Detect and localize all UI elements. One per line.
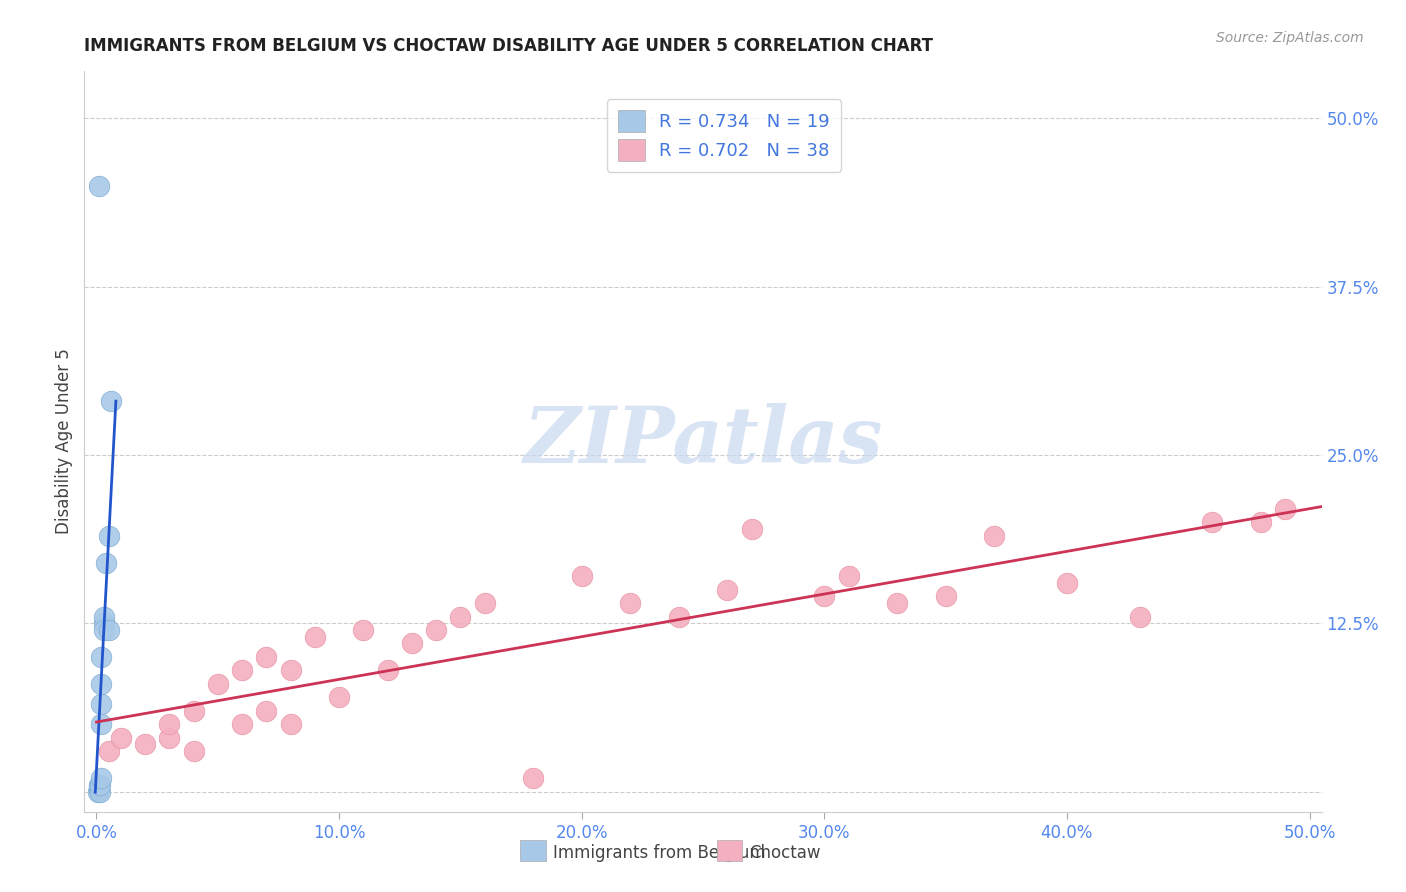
Point — [93, 609, 115, 624]
Point — [90, 717, 112, 731]
Point — [377, 664, 399, 678]
Point — [157, 731, 180, 745]
Point — [87, 778, 110, 792]
Point — [207, 677, 229, 691]
Point — [280, 717, 302, 731]
Point — [93, 616, 115, 631]
Point — [280, 664, 302, 678]
Point — [89, 784, 111, 798]
Text: Choctaw: Choctaw — [749, 844, 821, 862]
Text: IMMIGRANTS FROM BELGIUM VS CHOCTAW DISABILITY AGE UNDER 5 CORRELATION CHART: IMMIGRANTS FROM BELGIUM VS CHOCTAW DISAB… — [84, 37, 934, 54]
Point — [449, 609, 471, 624]
Text: Immigrants from Belgium: Immigrants from Belgium — [553, 844, 765, 862]
Point — [1250, 516, 1272, 530]
Point — [134, 738, 156, 752]
Point — [741, 522, 763, 536]
Point — [813, 590, 835, 604]
Point — [522, 771, 544, 785]
Point — [1129, 609, 1152, 624]
Point — [571, 569, 593, 583]
Point — [97, 744, 120, 758]
Point — [183, 704, 205, 718]
Legend: R = 0.734   N = 19, R = 0.702   N = 38: R = 0.734 N = 19, R = 0.702 N = 38 — [607, 99, 841, 172]
Point — [100, 394, 122, 409]
Point — [231, 717, 253, 731]
Point — [254, 704, 277, 718]
Point — [619, 596, 641, 610]
Point — [90, 649, 112, 664]
Point — [157, 717, 180, 731]
Point — [668, 609, 690, 624]
Point — [87, 784, 110, 798]
Point — [716, 582, 738, 597]
Point — [328, 690, 350, 705]
Text: ZIPatlas: ZIPatlas — [523, 403, 883, 480]
Point — [97, 623, 120, 637]
Point — [425, 623, 447, 637]
Point — [1056, 575, 1078, 590]
Point — [231, 664, 253, 678]
Point — [89, 778, 111, 792]
Point — [97, 529, 120, 543]
Point — [87, 781, 110, 796]
Point — [87, 178, 110, 193]
Point — [1201, 516, 1223, 530]
Point — [935, 590, 957, 604]
Point — [90, 697, 112, 711]
Point — [89, 780, 111, 795]
Point — [1274, 501, 1296, 516]
Point — [886, 596, 908, 610]
Point — [401, 636, 423, 650]
Point — [90, 677, 112, 691]
Text: Source: ZipAtlas.com: Source: ZipAtlas.com — [1216, 31, 1364, 45]
Point — [254, 649, 277, 664]
Point — [352, 623, 374, 637]
Point — [110, 731, 132, 745]
Point — [93, 623, 115, 637]
Point — [838, 569, 860, 583]
Point — [90, 771, 112, 785]
Y-axis label: Disability Age Under 5: Disability Age Under 5 — [55, 349, 73, 534]
Point — [304, 630, 326, 644]
Point — [474, 596, 496, 610]
Point — [96, 556, 118, 570]
Point — [983, 529, 1005, 543]
Point — [183, 744, 205, 758]
